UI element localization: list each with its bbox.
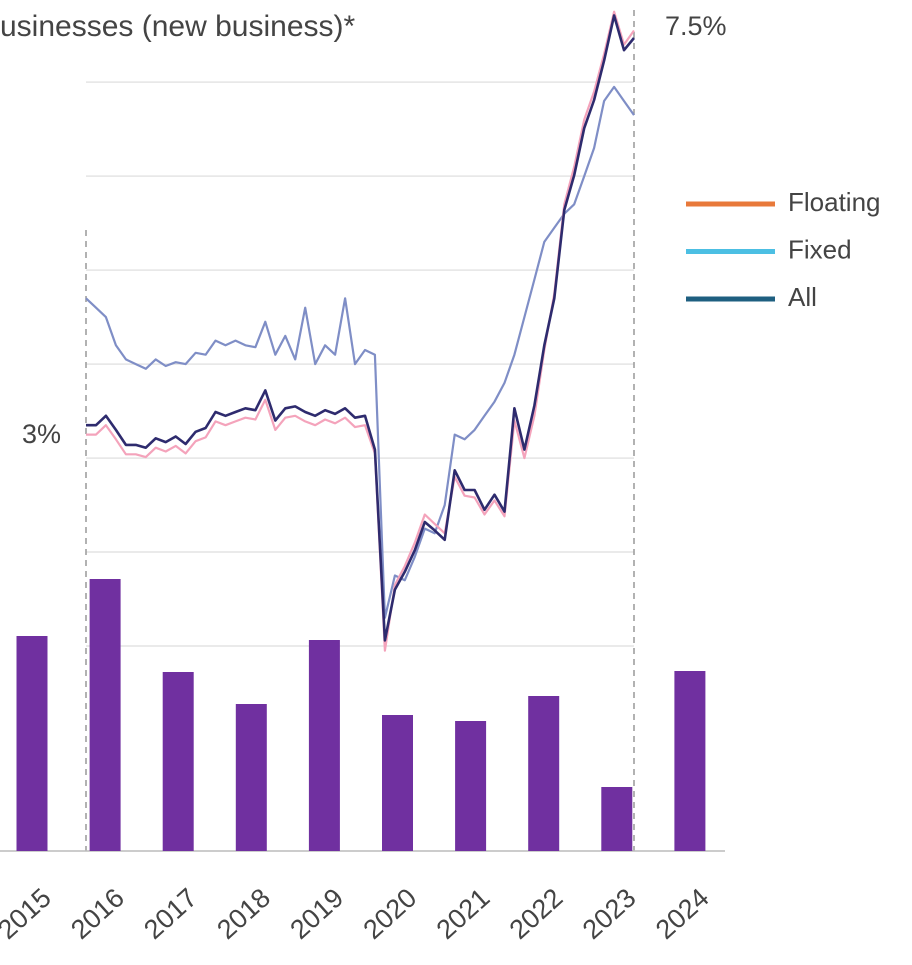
- bar: [235, 704, 267, 851]
- bar: [16, 636, 48, 851]
- legend-label: All: [788, 282, 817, 312]
- bar: [308, 640, 340, 851]
- bar: [674, 671, 706, 851]
- x-tick-label: 2023: [577, 882, 642, 944]
- series-line: [85, 85, 635, 619]
- x-tick-label: 2022: [504, 882, 569, 944]
- bar: [601, 787, 633, 851]
- bar: [162, 672, 194, 851]
- x-tick-label: 2020: [358, 882, 423, 944]
- series-line: [86, 14, 636, 642]
- x-tick-label: 2016: [65, 882, 130, 944]
- x-tick-label: 2019: [284, 882, 349, 944]
- bar: [382, 715, 413, 851]
- series-line: [86, 10, 635, 652]
- x-tick-label: 2024: [650, 882, 715, 944]
- x-tick-label: 2021: [431, 882, 496, 944]
- annotation: 3%: [22, 419, 61, 449]
- annotation: 7.5%: [665, 11, 727, 41]
- x-tick-label: 2017: [138, 882, 203, 944]
- x-tick-label: 2015: [0, 882, 57, 944]
- legend-label: Fixed: [788, 234, 852, 264]
- bar: [89, 579, 121, 851]
- x-tick-label: 2018: [211, 882, 276, 944]
- bar: [455, 721, 487, 851]
- legend-label: Floating: [788, 187, 881, 217]
- bar: [528, 696, 560, 851]
- chart-title: usinesses (new business)*: [0, 10, 355, 43]
